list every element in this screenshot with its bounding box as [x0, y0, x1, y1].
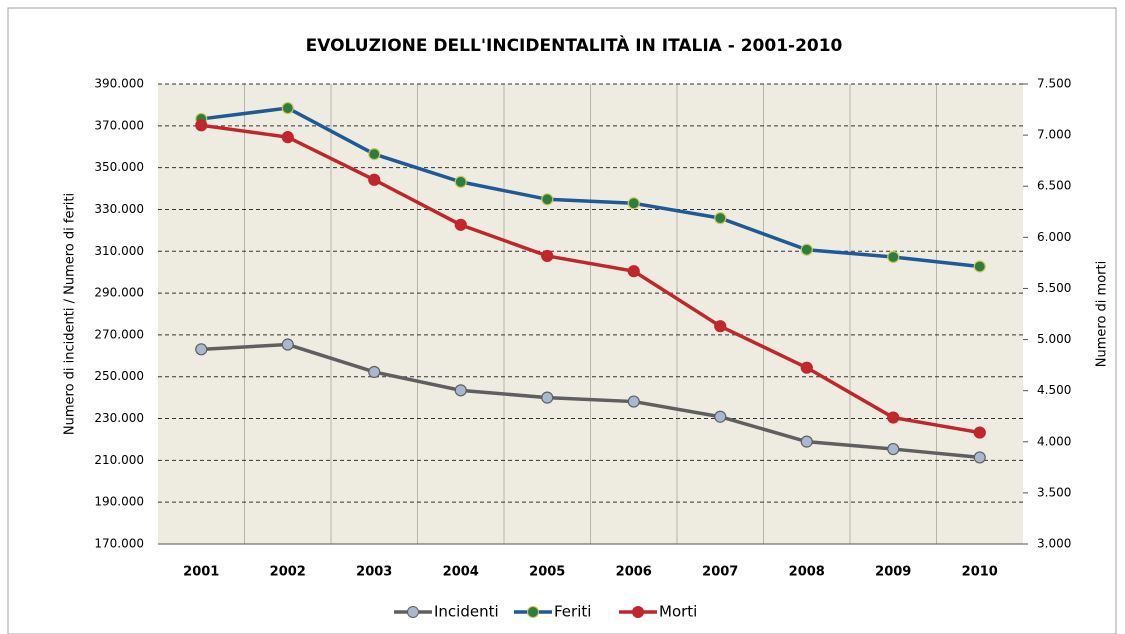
series-marker: [887, 250, 900, 264]
y2-tick-label: 6.000: [1037, 230, 1071, 244]
series-marker: [541, 193, 554, 206]
series-marker: [800, 361, 813, 374]
series-marker: [454, 384, 467, 397]
y-axis-title: Numero di incidenti / Numero di feriti: [63, 193, 78, 435]
y-tick-label: 250.000: [94, 369, 144, 383]
x-tick-label: 2006: [616, 565, 652, 580]
series-line: [201, 123, 981, 435]
y2-tick-label: 3.500: [1037, 485, 1071, 499]
series-marker: [800, 435, 813, 448]
y-tick-label: 370.000: [94, 118, 144, 132]
series-marker: [887, 442, 900, 456]
legend-label: Incidenti: [434, 603, 499, 621]
series-marker: [541, 391, 554, 404]
series-marker: [714, 320, 727, 333]
x-tick-label: 2001: [183, 565, 219, 580]
x-tick-label: 2004: [443, 565, 479, 580]
legend-marker: [527, 606, 539, 618]
series-marker: [541, 249, 554, 263]
series-marker: [454, 218, 467, 231]
series-marker: [714, 212, 727, 225]
y-tick-label: 330.000: [94, 202, 144, 216]
x-tick-label: 2010: [962, 565, 998, 580]
series-marker: [195, 119, 208, 132]
legend-label: Morti: [659, 603, 697, 621]
y2-tick-label: 7.500: [1037, 77, 1071, 91]
y2-tick-label: 5.500: [1037, 281, 1071, 295]
legend-label: Feriti: [554, 603, 591, 621]
y-tick-label: 270.000: [94, 327, 144, 341]
legend-marker: [407, 606, 419, 618]
x-tick-label: 2003: [356, 565, 392, 580]
y-tick-label: 310.000: [94, 244, 144, 258]
y2-axis-title: Numero di morti: [1095, 261, 1110, 367]
y2-tick-label: 4.000: [1037, 434, 1071, 448]
x-tick-label: 2002: [270, 565, 306, 580]
chart-title: EVOLUZIONE DELL'INCIDENTALITÀ IN ITALIA …: [306, 34, 843, 56]
x-tick-label: 2008: [789, 565, 825, 580]
series-marker: [973, 426, 986, 439]
y-tick-label: 350.000: [94, 160, 144, 174]
y-tick-label: 290.000: [94, 286, 144, 300]
series-line: [201, 342, 980, 460]
y2-tick-label: 7.000: [1037, 128, 1071, 142]
y-tick-label: 170.000: [94, 537, 144, 551]
series-marker: [627, 197, 640, 210]
series-marker: [454, 175, 467, 188]
series-marker: [973, 451, 986, 464]
y-tick-label: 230.000: [94, 411, 144, 425]
series-marker: [973, 260, 986, 273]
series-marker: [281, 131, 294, 144]
series-marker: [281, 101, 294, 115]
series-marker: [800, 243, 813, 256]
series-line: [201, 106, 980, 269]
series-marker: [368, 173, 381, 186]
y-tick-label: 210.000: [94, 453, 144, 467]
y-tick-label: 390.000: [94, 77, 144, 91]
series-marker: [714, 410, 727, 423]
series-marker: [368, 147, 381, 161]
series-marker: [887, 411, 900, 424]
y2-tick-label: 4.500: [1037, 383, 1071, 397]
x-tick-label: 2005: [529, 565, 565, 580]
series-marker: [627, 265, 640, 278]
x-tick-label: 2007: [702, 565, 738, 580]
y2-tick-label: 3.000: [1037, 537, 1071, 551]
y2-tick-label: 5.000: [1037, 332, 1071, 346]
y2-tick-label: 6.500: [1037, 179, 1071, 193]
series-marker: [281, 338, 294, 351]
series-marker: [627, 395, 640, 408]
series-marker: [195, 343, 208, 356]
y-tick-label: 190.000: [94, 495, 144, 509]
legend-marker: [632, 606, 644, 618]
x-tick-label: 2009: [875, 565, 911, 580]
series-marker: [368, 365, 381, 379]
